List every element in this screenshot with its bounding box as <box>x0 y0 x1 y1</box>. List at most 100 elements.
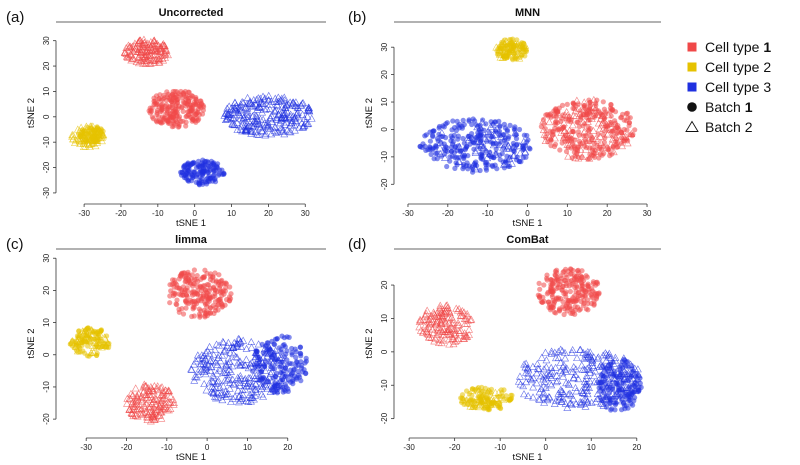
point-ct3-b1 <box>302 360 308 366</box>
point-ct1-b1 <box>167 300 173 306</box>
point-ct2-b1 <box>522 53 528 59</box>
point-ct1-b2 <box>572 112 580 120</box>
point-ct3-b2 <box>300 114 309 122</box>
point-ct1-b2 <box>553 108 562 116</box>
point-ct1-b1 <box>581 300 587 306</box>
point-ct1-b1 <box>547 128 553 134</box>
point-ct3-b2 <box>535 395 544 403</box>
point-ct2-b2 <box>78 327 87 335</box>
point-ct3-b2 <box>250 395 258 403</box>
point-ct3-b2 <box>573 354 581 362</box>
point-ct1-b2 <box>132 406 141 414</box>
x-tick-label: 0 <box>525 209 530 218</box>
y-tick-label: -20 <box>42 413 51 425</box>
point-ct3-b2 <box>260 96 269 104</box>
point-ct1-b2 <box>589 103 598 111</box>
point-ct1-b1 <box>590 288 596 294</box>
point-ct3-b2 <box>583 390 592 398</box>
point-ct2-b2 <box>68 337 77 345</box>
point-ct3-b2 <box>500 160 508 168</box>
point-ct1-b1 <box>576 144 582 150</box>
point-ct3-b1 <box>221 170 227 176</box>
point-ct2-b1 <box>93 138 99 144</box>
point-ct1-b2 <box>137 45 146 53</box>
point-ct1-b1 <box>548 305 554 311</box>
point-ct1-b2 <box>545 118 554 126</box>
point-ct1-b1 <box>215 302 221 308</box>
point-ct3-b2 <box>267 368 276 376</box>
point-ct3-b2 <box>577 398 586 406</box>
point-ct3-b2 <box>243 107 252 115</box>
point-ct3-b1 <box>516 126 523 133</box>
point-ct3-b2 <box>546 379 555 387</box>
point-ct1-b2 <box>448 319 457 327</box>
point-ct3-b2 <box>585 377 594 385</box>
point-ct1-b2 <box>453 306 462 314</box>
point-ct3-b1 <box>498 139 504 145</box>
point-ct3-b2 <box>244 397 253 406</box>
point-ct3-b2 <box>541 383 550 392</box>
y-tick-label: 20 <box>42 285 51 294</box>
x-axis-title: tSNE 1 <box>512 218 542 229</box>
point-ct2-b2 <box>94 336 103 344</box>
point-ct1-b2 <box>127 409 136 417</box>
y-tick-label: -30 <box>42 187 51 199</box>
point-ct3-b2 <box>514 377 523 385</box>
point-ct3-b2 <box>201 355 210 363</box>
x-axis: -30 -20 -10 0 10 20 30 tSNE 1 <box>402 203 652 229</box>
point-ct3-b1 <box>622 389 628 395</box>
point-ct2-b1 <box>506 398 512 404</box>
point-ct2-b2 <box>474 387 483 395</box>
point-ct3-b2 <box>279 109 287 117</box>
point-ct3-b2 <box>505 154 514 162</box>
point-ct3-b2 <box>580 395 589 403</box>
point-ct1-b2 <box>452 304 461 312</box>
point-ct3-b2 <box>526 374 535 382</box>
point-ct3-b1 <box>216 171 222 177</box>
point-ct1-b1 <box>555 295 562 301</box>
x-tick-label: 0 <box>543 443 548 452</box>
legend-label-number: 1 <box>759 39 771 55</box>
point-ct3-b2 <box>236 396 245 404</box>
point-ct3-b2 <box>307 114 316 122</box>
point-ct3-b2 <box>562 379 571 387</box>
red-square-icon <box>687 42 697 52</box>
point-ct1-b2 <box>123 53 132 61</box>
point-ct1-b2 <box>579 118 587 126</box>
point-ct3-b2 <box>225 102 234 110</box>
point-ct1-b1 <box>624 127 630 133</box>
point-ct3-b2 <box>201 370 210 378</box>
point-ct3-b2 <box>464 136 473 144</box>
point-ct1-b2 <box>422 324 431 332</box>
point-ct3-b2 <box>541 348 550 356</box>
point-ct1-b1 <box>574 277 580 283</box>
point-ct1-b2 <box>138 396 147 404</box>
point-ct1-b1 <box>173 105 179 111</box>
point-ct3-b2 <box>282 107 291 115</box>
point-ct1-b2 <box>164 388 173 396</box>
point-ct3-b1 <box>259 376 265 382</box>
point-ct3-b2 <box>543 394 552 402</box>
point-ct3-b2 <box>202 386 211 394</box>
point-ct3-b2 <box>224 374 233 382</box>
point-ct1-b1 <box>191 289 197 295</box>
point-ct1-b1 <box>612 109 619 115</box>
x-tick-label: 10 <box>587 443 596 452</box>
point-ct1-b1 <box>193 119 199 125</box>
point-ct3-b2 <box>225 384 234 392</box>
point-ct3-b2 <box>565 399 574 407</box>
point-ct1-b1 <box>197 313 203 319</box>
point-ct3-b2 <box>280 93 289 101</box>
x-axis: -30 -20 -10 0 10 20 tSNE 1 <box>403 437 642 463</box>
point-ct3-b2 <box>489 135 497 143</box>
point-ct3-b2 <box>469 134 478 142</box>
point-ct1-b1 <box>564 305 571 311</box>
point-ct3-b2 <box>586 352 595 360</box>
point-ct2-b1 <box>498 45 504 51</box>
point-ct3-b1 <box>465 166 471 172</box>
point-ct2-b2 <box>81 336 90 344</box>
x-axis: -30 -20 -10 0 10 20 tSNE 1 <box>80 437 293 463</box>
y-axis-title: tSNE 2 <box>364 98 375 128</box>
x-axis-title: tSNE 1 <box>512 452 542 463</box>
point-ct1-b2 <box>604 111 613 119</box>
